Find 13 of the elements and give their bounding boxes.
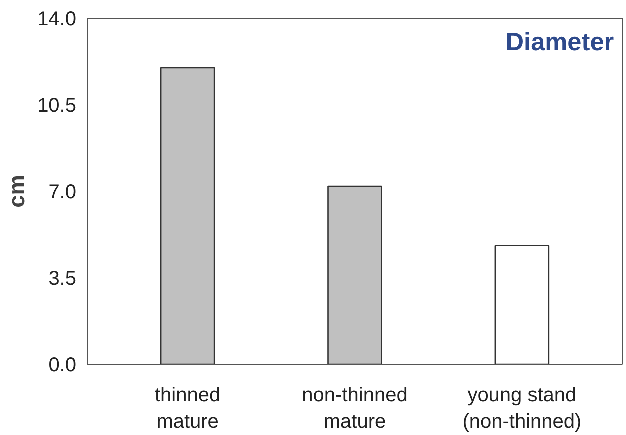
- chart-title: Diameter: [506, 28, 614, 56]
- bar: [494, 245, 550, 364]
- x-tick-label: thinned mature: [155, 384, 221, 433]
- y-tick-label: 14.0: [38, 8, 77, 30]
- bar: [328, 186, 382, 364]
- y-axis-title: cm: [4, 175, 30, 208]
- y-tick-label: 3.5: [48, 268, 77, 290]
- bar: [160, 67, 216, 364]
- x-tick-label: young stand (non-thinned): [462, 384, 582, 433]
- y-tick-label: 0.0: [48, 354, 77, 376]
- x-tick-label: non-thinned mature: [302, 384, 408, 433]
- y-tick-label: 10.5: [38, 95, 77, 117]
- y-tick-label: 7.0: [48, 182, 77, 204]
